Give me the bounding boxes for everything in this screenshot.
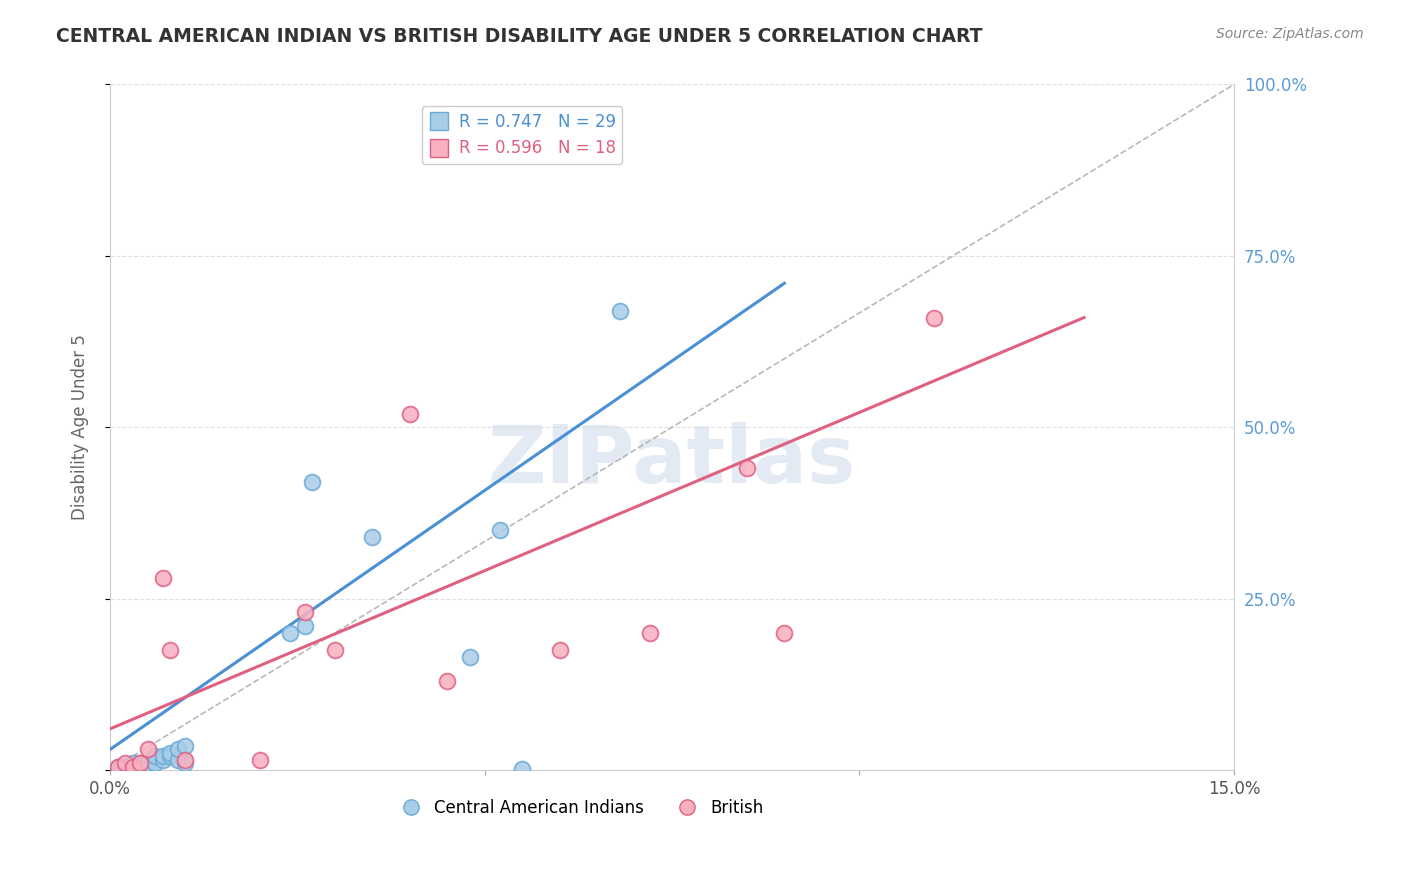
Point — [143, 756, 166, 771]
Point — [114, 756, 136, 771]
Point — [166, 753, 188, 767]
Point — [174, 739, 197, 753]
Point — [548, 643, 571, 657]
Point — [136, 742, 159, 756]
Point — [159, 749, 181, 764]
Point — [278, 626, 301, 640]
Point — [294, 605, 316, 619]
Point — [436, 673, 458, 688]
Y-axis label: Disability Age Under 5: Disability Age Under 5 — [72, 334, 89, 520]
Point — [510, 762, 533, 776]
Point — [159, 746, 181, 760]
Point — [121, 759, 143, 773]
Point — [136, 756, 159, 771]
Point — [609, 303, 631, 318]
Point — [114, 759, 136, 773]
Point — [129, 759, 152, 773]
Point — [125, 759, 148, 773]
Text: Source: ZipAtlas.com: Source: ZipAtlas.com — [1216, 27, 1364, 41]
Text: CENTRAL AMERICAN INDIAN VS BRITISH DISABILITY AGE UNDER 5 CORRELATION CHART: CENTRAL AMERICAN INDIAN VS BRITISH DISAB… — [56, 27, 983, 45]
Point — [152, 571, 174, 585]
Point — [458, 649, 481, 664]
Point — [174, 753, 197, 767]
Point — [922, 310, 945, 325]
Point — [773, 626, 796, 640]
Point — [118, 759, 141, 773]
Point — [152, 749, 174, 764]
Point — [143, 749, 166, 764]
Point — [107, 759, 129, 773]
Point — [121, 759, 143, 773]
Point — [249, 753, 271, 767]
Point — [136, 759, 159, 773]
Point — [174, 756, 197, 771]
Point — [166, 742, 188, 756]
Point — [129, 756, 152, 771]
Point — [361, 530, 384, 544]
Point — [107, 759, 129, 773]
Point — [323, 643, 346, 657]
Point — [294, 619, 316, 633]
Point — [398, 407, 420, 421]
Point — [129, 756, 152, 771]
Point — [488, 523, 510, 537]
Legend: Central American Indians, British: Central American Indians, British — [394, 792, 770, 823]
Text: ZIPatlas: ZIPatlas — [488, 423, 856, 500]
Point — [121, 756, 143, 771]
Point — [110, 759, 132, 773]
Point — [159, 643, 181, 657]
Point — [301, 475, 323, 489]
Point — [638, 626, 661, 640]
Point — [152, 753, 174, 767]
Point — [735, 461, 758, 475]
